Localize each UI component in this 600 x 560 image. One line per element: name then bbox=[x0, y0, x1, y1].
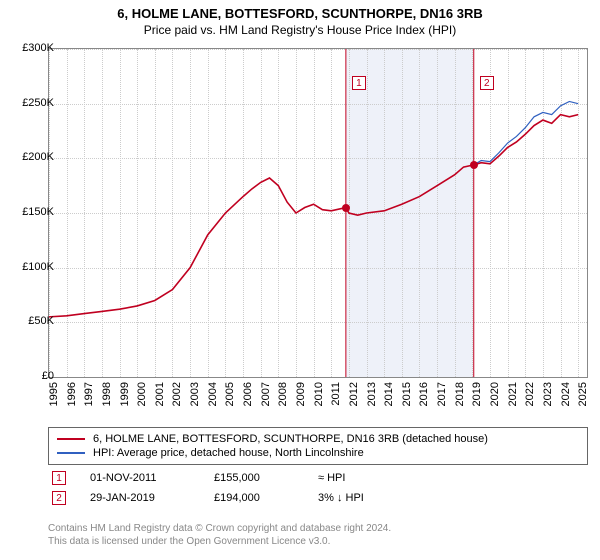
legend-item: HPI: Average price, detached house, Nort… bbox=[57, 446, 579, 460]
marker-box: 1 bbox=[352, 76, 366, 90]
x-axis-label: 2015 bbox=[401, 382, 413, 422]
legend-label: 6, HOLME LANE, BOTTESFORD, SCUNTHORPE, D… bbox=[93, 433, 488, 445]
legend-swatch bbox=[57, 438, 85, 440]
sales-row: 2 29-JAN-2019 £194,000 3% ↓ HPI bbox=[48, 488, 588, 508]
x-axis-label: 2013 bbox=[366, 382, 378, 422]
y-axis-label: £300K bbox=[10, 42, 54, 54]
legend-swatch bbox=[57, 452, 85, 454]
x-axis-label: 2001 bbox=[154, 382, 166, 422]
y-axis-label: £100K bbox=[10, 261, 54, 273]
x-axis-label: 1997 bbox=[83, 382, 95, 422]
x-axis-label: 2004 bbox=[207, 382, 219, 422]
x-axis-label: 2009 bbox=[295, 382, 307, 422]
sale-delta: ≈ HPI bbox=[318, 472, 398, 484]
chart-plot-area: 12 bbox=[48, 48, 588, 378]
x-axis-label: 2002 bbox=[171, 382, 183, 422]
x-axis-label: 1999 bbox=[119, 382, 131, 422]
x-axis-label: 1996 bbox=[66, 382, 78, 422]
sale-price: £155,000 bbox=[214, 472, 294, 484]
x-axis-label: 2005 bbox=[224, 382, 236, 422]
sale-date: 29-JAN-2019 bbox=[90, 492, 190, 504]
chart-svg bbox=[49, 49, 587, 377]
x-axis-label: 2016 bbox=[418, 382, 430, 422]
x-axis-label: 2003 bbox=[189, 382, 201, 422]
legend: 6, HOLME LANE, BOTTESFORD, SCUNTHORPE, D… bbox=[48, 427, 588, 465]
sale-marker-box: 2 bbox=[52, 491, 66, 505]
x-axis-label: 2006 bbox=[242, 382, 254, 422]
x-axis-label: 2023 bbox=[542, 382, 554, 422]
y-axis-label: £150K bbox=[10, 206, 54, 218]
legend-item: 6, HOLME LANE, BOTTESFORD, SCUNTHORPE, D… bbox=[57, 432, 579, 446]
x-axis-label: 2019 bbox=[471, 382, 483, 422]
x-axis-label: 2018 bbox=[454, 382, 466, 422]
legend-label: HPI: Average price, detached house, Nort… bbox=[93, 447, 364, 459]
sale-marker-box: 1 bbox=[52, 471, 66, 485]
x-axis-label: 2024 bbox=[560, 382, 572, 422]
x-axis-label: 2008 bbox=[277, 382, 289, 422]
y-axis-label: £200K bbox=[10, 151, 54, 163]
sale-price: £194,000 bbox=[214, 492, 294, 504]
x-axis-label: 2014 bbox=[383, 382, 395, 422]
y-axis-label: £0 bbox=[10, 370, 54, 382]
x-axis-label: 2010 bbox=[313, 382, 325, 422]
chart-container: 6, HOLME LANE, BOTTESFORD, SCUNTHORPE, D… bbox=[0, 0, 600, 560]
x-axis-label: 2021 bbox=[507, 382, 519, 422]
sale-point-marker bbox=[342, 204, 350, 212]
x-axis-label: 2017 bbox=[436, 382, 448, 422]
footer-attribution: Contains HM Land Registry data © Crown c… bbox=[48, 522, 391, 548]
sale-delta: 3% ↓ HPI bbox=[318, 492, 398, 504]
footer-line2: This data is licensed under the Open Gov… bbox=[48, 535, 391, 548]
x-axis-label: 2020 bbox=[489, 382, 501, 422]
sales-row: 1 01-NOV-2011 £155,000 ≈ HPI bbox=[48, 468, 588, 488]
y-axis-label: £50K bbox=[10, 315, 54, 327]
footer-line1: Contains HM Land Registry data © Crown c… bbox=[48, 522, 391, 535]
x-axis-label: 2022 bbox=[524, 382, 536, 422]
chart-title: 6, HOLME LANE, BOTTESFORD, SCUNTHORPE, D… bbox=[0, 0, 600, 21]
x-axis-label: 2012 bbox=[348, 382, 360, 422]
sales-table: 1 01-NOV-2011 £155,000 ≈ HPI 2 29-JAN-2019 £19… bbox=[48, 468, 588, 508]
y-axis-label: £250K bbox=[10, 97, 54, 109]
sale-date: 01-NOV-2011 bbox=[90, 472, 190, 484]
x-axis-label: 1995 bbox=[48, 382, 60, 422]
x-axis-label: 2025 bbox=[577, 382, 589, 422]
sale-point-marker bbox=[470, 161, 478, 169]
x-axis-label: 2000 bbox=[136, 382, 148, 422]
x-axis-label: 2011 bbox=[330, 382, 342, 422]
x-axis-label: 1998 bbox=[101, 382, 113, 422]
x-axis-label: 2007 bbox=[260, 382, 272, 422]
series-property bbox=[49, 115, 578, 317]
marker-box: 2 bbox=[480, 76, 494, 90]
chart-subtitle: Price paid vs. HM Land Registry's House … bbox=[0, 21, 600, 45]
